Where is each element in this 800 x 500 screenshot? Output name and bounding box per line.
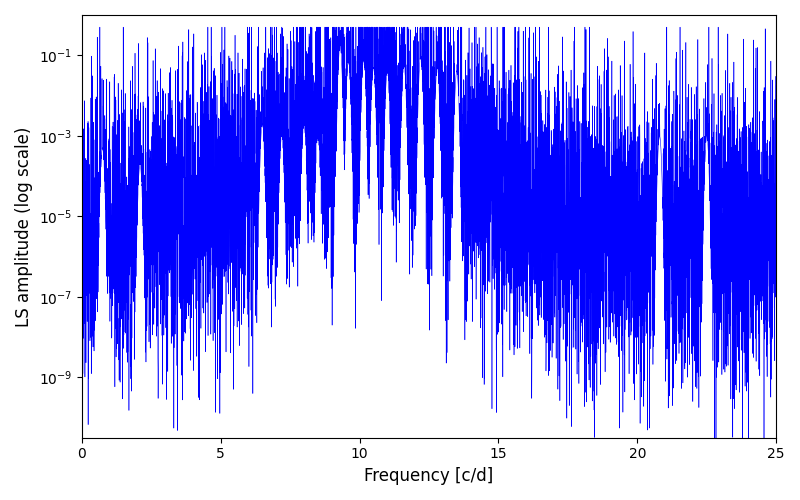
X-axis label: Frequency [c/d]: Frequency [c/d] bbox=[364, 467, 494, 485]
Y-axis label: LS amplitude (log scale): LS amplitude (log scale) bbox=[15, 126, 33, 326]
